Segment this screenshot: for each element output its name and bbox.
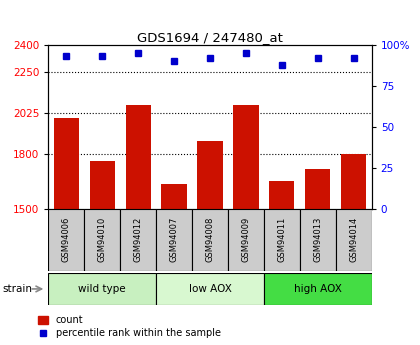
Bar: [89, 161, 115, 209]
Text: GSM94012: GSM94012: [134, 217, 143, 263]
Text: GSM94008: GSM94008: [205, 217, 215, 263]
Text: GSM94006: GSM94006: [62, 217, 71, 263]
Text: GSM94009: GSM94009: [241, 217, 250, 263]
Bar: [54, 118, 79, 209]
Bar: [84, 209, 120, 271]
Bar: [341, 154, 366, 209]
Bar: [228, 209, 264, 271]
Bar: [192, 209, 228, 271]
Bar: [264, 209, 300, 271]
Bar: [336, 209, 372, 271]
Bar: [156, 209, 192, 271]
Title: GDS1694 / 247480_at: GDS1694 / 247480_at: [137, 31, 283, 44]
Bar: [162, 184, 186, 209]
Text: GSM94010: GSM94010: [98, 217, 107, 263]
Text: strain: strain: [2, 284, 32, 294]
Text: GSM94007: GSM94007: [170, 217, 178, 263]
Bar: [264, 273, 372, 305]
Bar: [48, 209, 84, 271]
Text: low AOX: low AOX: [189, 284, 231, 294]
Text: GSM94013: GSM94013: [313, 217, 322, 263]
Bar: [305, 169, 331, 209]
Bar: [120, 209, 156, 271]
Text: GSM94014: GSM94014: [349, 217, 358, 263]
Bar: [126, 105, 151, 209]
Legend: count, percentile rank within the sample: count, percentile rank within the sample: [39, 315, 221, 338]
Bar: [269, 181, 294, 209]
Bar: [234, 105, 259, 209]
Bar: [48, 273, 156, 305]
Text: high AOX: high AOX: [294, 284, 342, 294]
Text: GSM94011: GSM94011: [277, 217, 286, 263]
Bar: [156, 273, 264, 305]
Text: wild type: wild type: [79, 284, 126, 294]
Bar: [197, 141, 223, 209]
Bar: [300, 209, 336, 271]
